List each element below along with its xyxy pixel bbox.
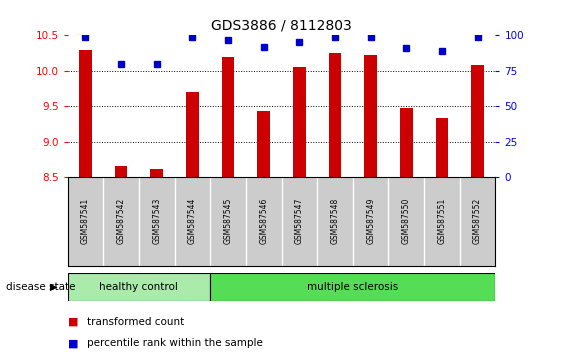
Text: GSM587544: GSM587544 (188, 198, 197, 245)
Bar (210, 273, 495, 301)
Bar (186, 92, 199, 177)
Text: percentile rank within the sample: percentile rank within the sample (87, 338, 263, 348)
Bar (115, 166, 127, 177)
Text: GSM587548: GSM587548 (330, 198, 339, 244)
Text: GSM587552: GSM587552 (473, 198, 482, 244)
Text: ▶: ▶ (50, 282, 57, 292)
Text: GSM587541: GSM587541 (81, 198, 90, 244)
Bar (471, 65, 484, 177)
Text: GSM587549: GSM587549 (366, 198, 375, 245)
Bar (150, 169, 163, 177)
Bar (400, 108, 413, 177)
Text: GSM587550: GSM587550 (402, 198, 411, 245)
Bar (68, 273, 210, 301)
Text: GSM587547: GSM587547 (295, 198, 304, 245)
Text: healthy control: healthy control (100, 282, 178, 292)
Bar (257, 111, 270, 177)
Title: GDS3886 / 8112803: GDS3886 / 8112803 (211, 19, 352, 33)
Text: GSM587543: GSM587543 (152, 198, 161, 245)
Text: GSM587551: GSM587551 (437, 198, 446, 244)
Text: ■: ■ (68, 338, 78, 348)
Bar (79, 50, 92, 177)
Text: GSM587545: GSM587545 (224, 198, 233, 245)
Text: disease state: disease state (6, 282, 75, 292)
Text: GSM587546: GSM587546 (259, 198, 268, 245)
Text: GSM587542: GSM587542 (117, 198, 126, 244)
Bar (222, 57, 234, 177)
Bar (436, 118, 448, 177)
Text: multiple sclerosis: multiple sclerosis (307, 282, 399, 292)
Bar (364, 55, 377, 177)
Text: transformed count: transformed count (87, 317, 185, 327)
Bar (329, 53, 341, 177)
Text: ■: ■ (68, 317, 78, 327)
Bar (293, 67, 306, 177)
